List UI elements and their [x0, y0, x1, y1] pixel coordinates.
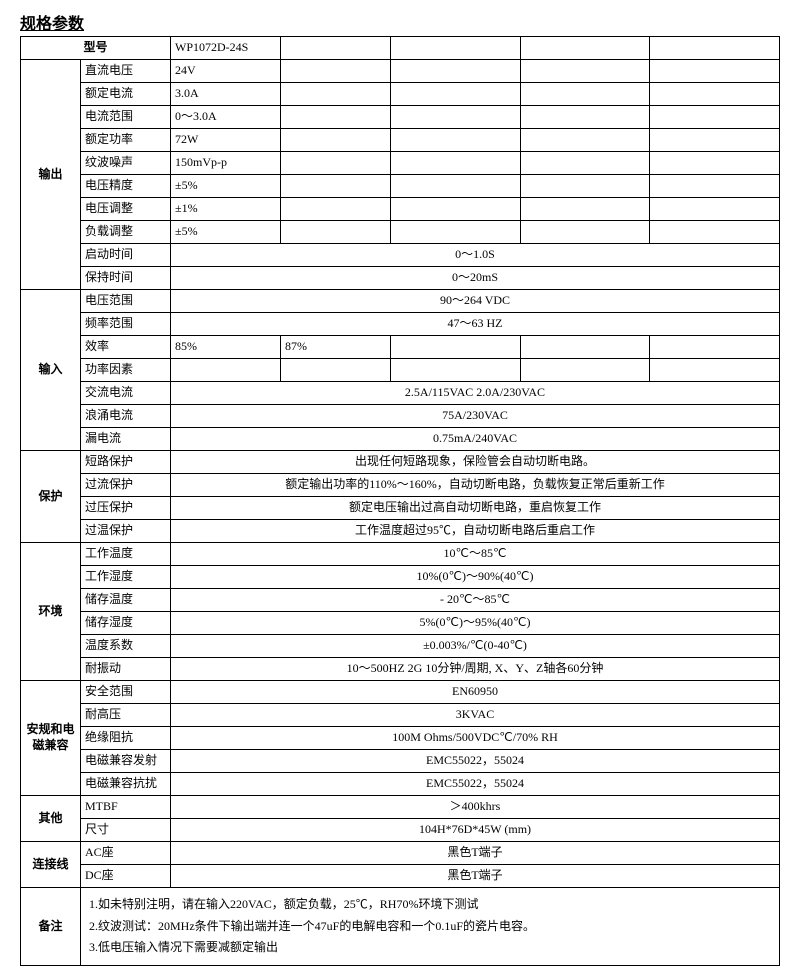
- param-value: ±0.003%/℃(0-40℃): [171, 635, 780, 658]
- param-value: 额定电压输出过高自动切断电路，重启恢复工作: [171, 497, 780, 520]
- param-label: 电压范围: [81, 290, 171, 313]
- protection-category: 保护: [21, 451, 81, 543]
- param-label: 电磁兼容抗扰: [81, 773, 171, 796]
- page-title: 规格参数: [20, 10, 780, 34]
- notes-category: 备注: [21, 888, 81, 966]
- param-label: 工作湿度: [81, 566, 171, 589]
- param-label: 过流保护: [81, 474, 171, 497]
- output-category: 输出: [21, 60, 81, 290]
- param-value: [281, 106, 391, 129]
- param-value: [281, 129, 391, 152]
- param-value: ＞400khrs: [171, 796, 780, 819]
- param-label: 电压精度: [81, 175, 171, 198]
- param-label: 浪涌电流: [81, 405, 171, 428]
- param-label: 耐振动: [81, 658, 171, 681]
- param-label: 绝缘阻抗: [81, 727, 171, 750]
- param-value: 2.5A/115VAC 2.0A/230VAC: [171, 382, 780, 405]
- param-value: [281, 359, 391, 382]
- param-label: 耐高压: [81, 704, 171, 727]
- param-label: MTBF: [81, 796, 171, 819]
- param-label: AC座: [81, 842, 171, 865]
- param-value: 87%: [281, 336, 391, 359]
- param-label: 保持时间: [81, 267, 171, 290]
- model-value: WP1072D-24S: [171, 37, 281, 60]
- param-value: 150mVp-p: [171, 152, 281, 175]
- param-label: 交流电流: [81, 382, 171, 405]
- connector-category: 连接线: [21, 842, 81, 888]
- param-label: 过压保护: [81, 497, 171, 520]
- param-label: 频率范围: [81, 313, 171, 336]
- param-label: 储存湿度: [81, 612, 171, 635]
- param-value: 85%: [171, 336, 281, 359]
- param-value: 0～1.0S: [171, 244, 780, 267]
- param-label: 温度系数: [81, 635, 171, 658]
- param-value: [171, 359, 281, 382]
- param-label: 储存温度: [81, 589, 171, 612]
- param-value: 90～264 VDC: [171, 290, 780, 313]
- param-value: 黑色T端子: [171, 865, 780, 888]
- param-label: 启动时间: [81, 244, 171, 267]
- param-value: 3KVAC: [171, 704, 780, 727]
- param-label: 效率: [81, 336, 171, 359]
- param-value: 75A/230VAC: [171, 405, 780, 428]
- param-value: 5%(0℃)～95%(40℃): [171, 612, 780, 635]
- param-label: 功率因素: [81, 359, 171, 382]
- param-value: [281, 60, 391, 83]
- param-label: 额定电流: [81, 83, 171, 106]
- param-value: [281, 83, 391, 106]
- param-label: 电流范围: [81, 106, 171, 129]
- param-label: 电压调整: [81, 198, 171, 221]
- model-label: 型号: [21, 37, 171, 60]
- param-value: 10～500HZ 2G 10分钟/周期, X、Y、Z轴各60分钟: [171, 658, 780, 681]
- param-label: 直流电压: [81, 60, 171, 83]
- spec-table: 型号WP1072D-24S 输出直流电压24V额定电流3.0A电流范围0～3.0A…: [20, 36, 780, 966]
- param-value: [281, 198, 391, 221]
- param-value: [281, 152, 391, 175]
- param-value: ±5%: [171, 221, 281, 244]
- param-value: 100M Ohms/500VDC℃/70% RH: [171, 727, 780, 750]
- param-value: 24V: [171, 60, 281, 83]
- param-value: 104H*76D*45W (mm): [171, 819, 780, 842]
- param-value: 0～20mS: [171, 267, 780, 290]
- param-value: 0～3.0A: [171, 106, 281, 129]
- param-value: 10℃～85℃: [171, 543, 780, 566]
- param-label: 工作温度: [81, 543, 171, 566]
- param-value: - 20℃～85℃: [171, 589, 780, 612]
- input-category: 输入: [21, 290, 81, 451]
- param-value: 工作温度超过95℃，自动切断电路后重启工作: [171, 520, 780, 543]
- param-label: 过温保护: [81, 520, 171, 543]
- param-value: EMC55022，55024: [171, 750, 780, 773]
- param-value: [281, 221, 391, 244]
- safety-category: 安规和电磁兼容: [21, 681, 81, 796]
- param-value: ±1%: [171, 198, 281, 221]
- param-value: 额定输出功率的110%～160%，自动切断电路，负载恢复正常后重新工作: [171, 474, 780, 497]
- param-value: 3.0A: [171, 83, 281, 106]
- param-value: 10%(0℃)～90%(40℃): [171, 566, 780, 589]
- param-value: EMC55022，55024: [171, 773, 780, 796]
- param-value: EN60950: [171, 681, 780, 704]
- param-value: 72W: [171, 129, 281, 152]
- param-label: 尺寸: [81, 819, 171, 842]
- param-label: 电磁兼容发射: [81, 750, 171, 773]
- param-value: 黑色T端子: [171, 842, 780, 865]
- param-label: DC座: [81, 865, 171, 888]
- param-label: 短路保护: [81, 451, 171, 474]
- param-label: 漏电流: [81, 428, 171, 451]
- param-value: [281, 175, 391, 198]
- param-value: 0.75mA/240VAC: [171, 428, 780, 451]
- other-category: 其他: [21, 796, 81, 842]
- param-label: 纹波噪声: [81, 152, 171, 175]
- param-label: 负载调整: [81, 221, 171, 244]
- param-value: 47～63 HZ: [171, 313, 780, 336]
- notes-content: 1.如未特别注明，请在输入220VAC，额定负载，25℃，RH70%环境下测试2…: [81, 888, 780, 966]
- param-value: ±5%: [171, 175, 281, 198]
- param-label: 安全范围: [81, 681, 171, 704]
- param-value: 出现任何短路现象，保险管会自动切断电路。: [171, 451, 780, 474]
- environment-category: 环境: [21, 543, 81, 681]
- param-label: 额定功率: [81, 129, 171, 152]
